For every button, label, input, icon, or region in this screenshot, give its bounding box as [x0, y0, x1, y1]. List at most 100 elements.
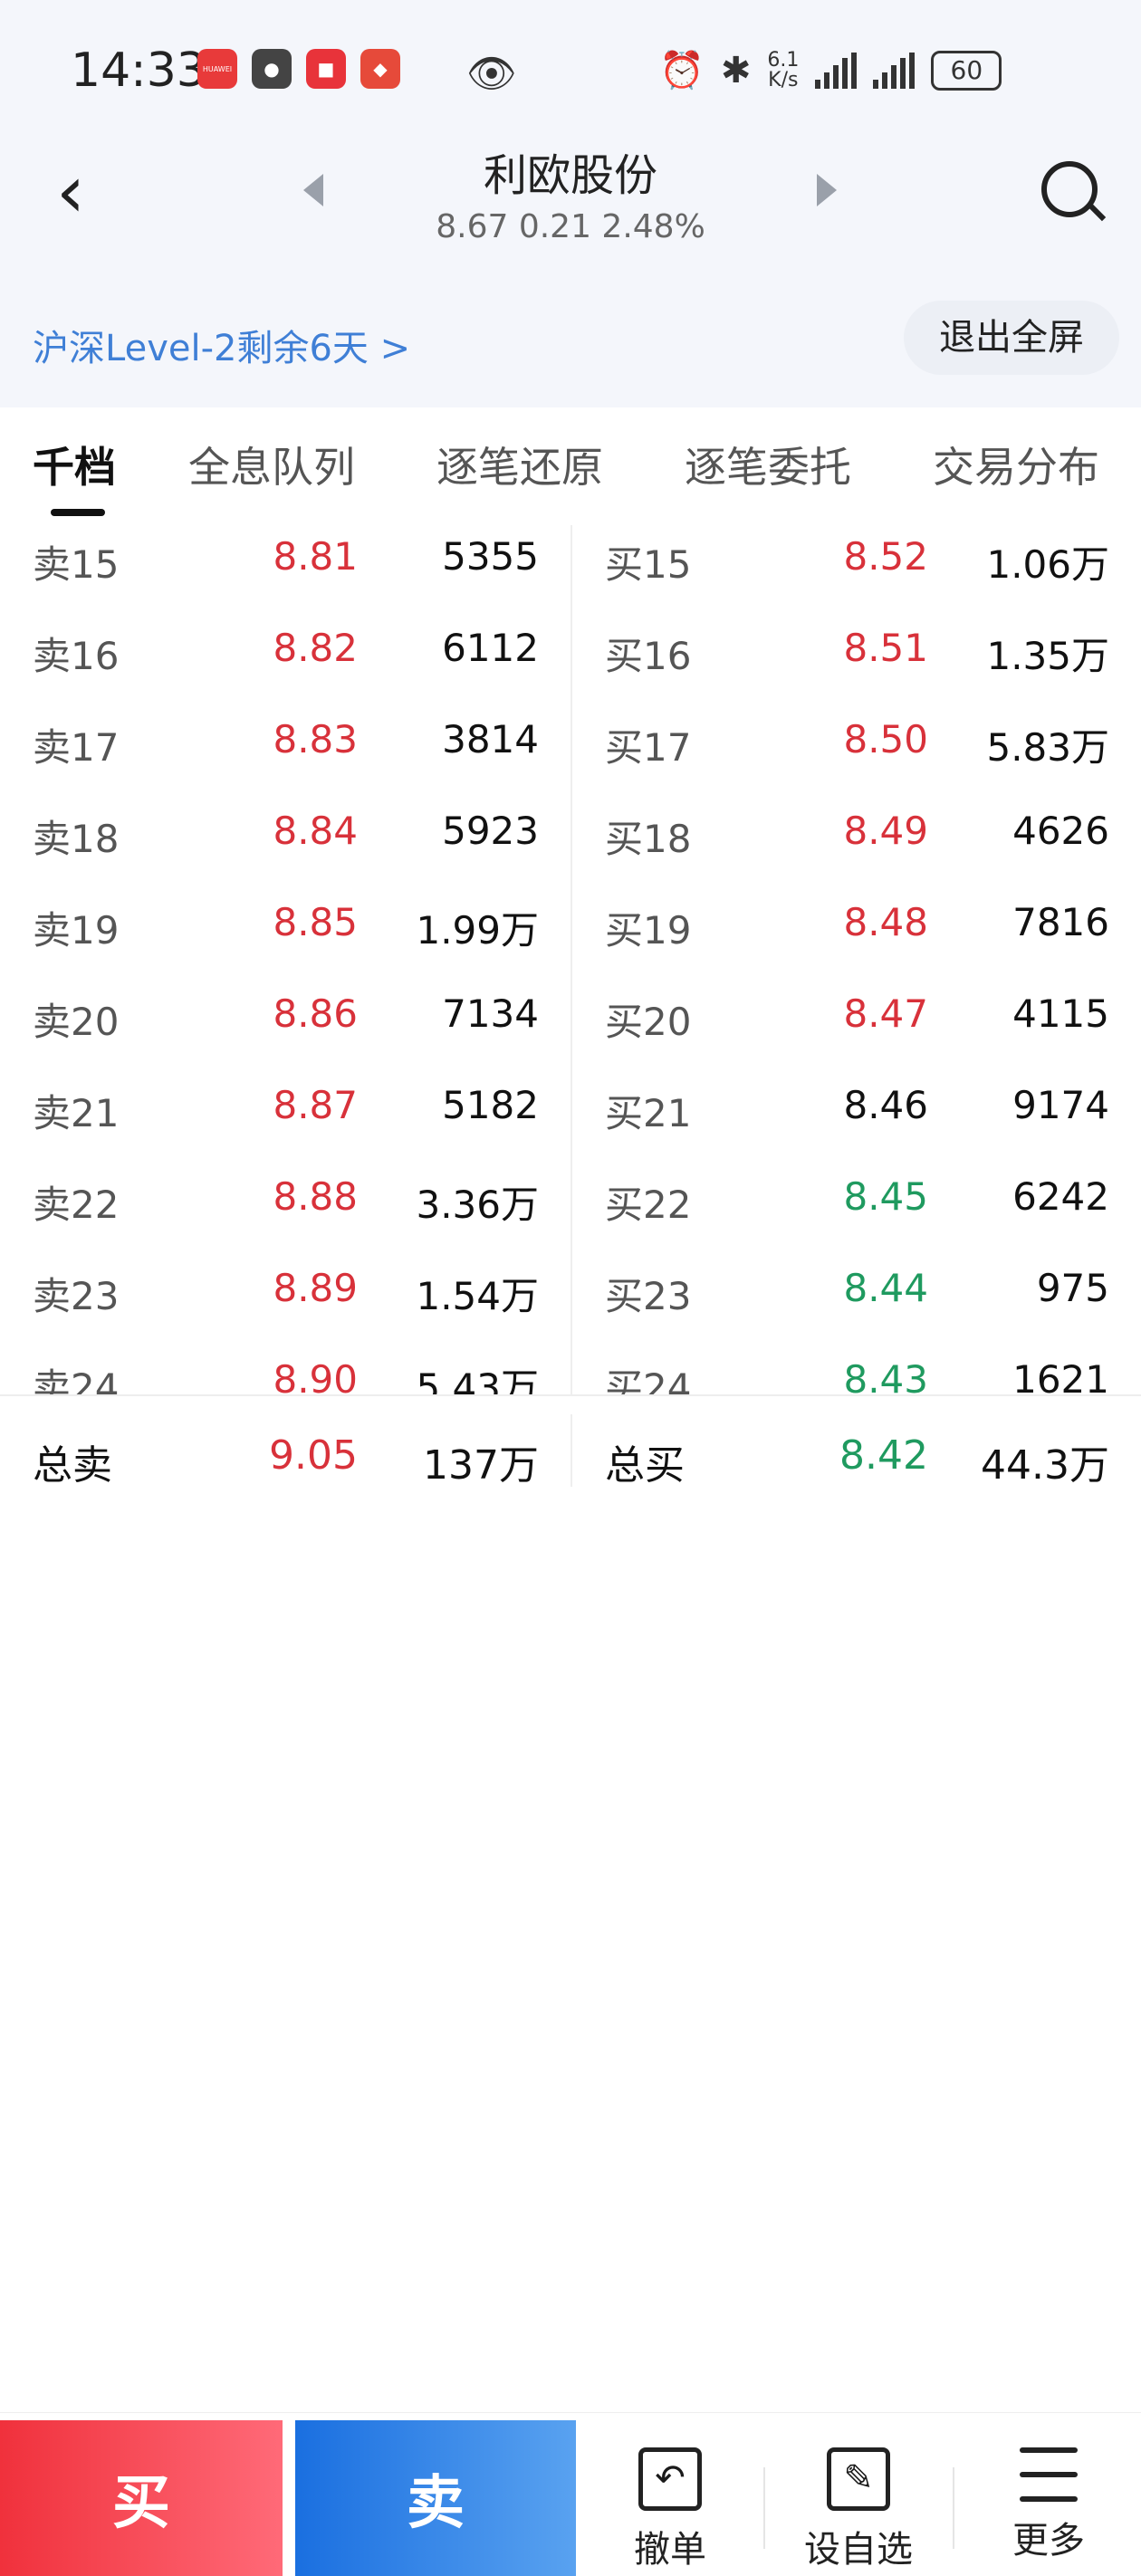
edit-icon: ✎	[827, 2447, 890, 2511]
buy-level-label: 买17	[605, 725, 692, 770]
status-indicators: ⏰ ✱ 6.1 K/s 60	[659, 49, 1002, 91]
buy-price: 8.46	[843, 1083, 928, 1127]
status-time: 14:33	[71, 43, 206, 98]
sell-volume: 5.43万	[416, 1365, 539, 1394]
totals-divider	[570, 1414, 572, 1487]
total-buy-price: 8.42	[839, 1432, 928, 1479]
buy-volume: 6242	[1012, 1174, 1109, 1219]
sell-price: 8.89	[273, 1266, 358, 1310]
back-icon[interactable]: ‹	[56, 149, 85, 234]
buy-volume: 9174	[1012, 1083, 1109, 1127]
order-book-row: 卖18 8.84 5923 买18 8.49 4626	[0, 783, 1141, 875]
tab-qiandang[interactable]: 千档	[33, 443, 116, 492]
sell-price: 8.84	[273, 809, 358, 853]
buy-volume: 7816	[1012, 900, 1109, 944]
add-watchlist-label: 设自选	[804, 2529, 913, 2571]
sell-volume: 5355	[442, 534, 539, 579]
exit-fullscreen-button[interactable]: 退出全屏	[904, 301, 1119, 375]
prev-stock-icon[interactable]	[303, 174, 323, 206]
total-sell-label: 总卖	[33, 1442, 112, 1489]
sell-price: 8.88	[273, 1174, 358, 1219]
app-icon-3: ■	[306, 49, 346, 89]
sell-level-label: 卖15	[33, 542, 120, 587]
bluetooth-icon: ✱	[720, 49, 752, 91]
buy-volume: 4115	[1012, 991, 1109, 1036]
sell-volume: 5182	[442, 1083, 539, 1127]
sell-price: 8.83	[273, 717, 358, 761]
level2-link[interactable]: 沪深Level-2剩余6天 >	[33, 328, 411, 369]
buy-volume: 1621	[1012, 1357, 1109, 1394]
stock-header: ‹ 利欧股份 8.67 0.21 2.48%	[0, 136, 1141, 281]
sell-price: 8.86	[273, 991, 358, 1036]
status-bar: 14:33 HUAWEI ● ■ ◆ 👁 ⏰ ✱ 6.1 K/s 60	[0, 0, 1141, 136]
battery-icon: 60	[931, 50, 1002, 91]
sell-level-label: 卖17	[33, 725, 120, 770]
buy-volume: 1.35万	[986, 634, 1109, 678]
buy-price: 8.47	[843, 991, 928, 1036]
next-stock-icon[interactable]	[817, 174, 837, 206]
buy-level-label: 买23	[605, 1274, 692, 1318]
more-button[interactable]: 更多	[958, 2420, 1139, 2576]
buy-price: 8.45	[843, 1174, 928, 1219]
cell-signal-icon	[873, 52, 916, 89]
net-speed: 6.1 K/s	[767, 48, 800, 91]
add-watchlist-button[interactable]: ✎ 设自选	[768, 2420, 949, 2576]
buy-volume: 1.06万	[986, 542, 1109, 587]
order-book-row: 卖15 8.81 5355 买15 8.52 1.06万	[0, 525, 1141, 600]
tab-zhubi-restore[interactable]: 逐笔还原	[436, 443, 603, 492]
order-book-row: 卖23 8.89 1.54万 买23 8.44 975	[0, 1240, 1141, 1332]
total-sell-volume: 137万	[423, 1442, 539, 1489]
sell-volume: 1.99万	[416, 908, 539, 953]
sell-level-label: 卖21	[33, 1091, 120, 1135]
order-book-row: 卖22 8.88 3.36万 买22 8.45 6242	[0, 1149, 1141, 1240]
order-book-totals: 总卖 9.05 137万 总买 8.42 44.3万	[0, 1394, 1141, 1505]
app-icon-2: ●	[252, 49, 292, 89]
sell-price: 8.85	[273, 900, 358, 944]
buy-price: 8.43	[843, 1357, 928, 1394]
order-book-row: 卖24 8.90 5.43万 买24 8.43 1621	[0, 1332, 1141, 1394]
cancel-order-label: 撤单	[634, 2529, 706, 2571]
buy-level-label: 买22	[605, 1183, 692, 1227]
buy-level-label: 买18	[605, 817, 692, 861]
cancel-order-button[interactable]: ↶ 撤单	[580, 2420, 761, 2576]
buy-price: 8.49	[843, 809, 928, 853]
buy-level-label: 买21	[605, 1091, 692, 1135]
sell-price: 8.82	[273, 626, 358, 670]
sell-price: 8.81	[273, 534, 358, 579]
order-book-row: 卖19 8.85 1.99万 买19 8.48 7816	[0, 875, 1141, 966]
sell-level-label: 卖16	[33, 634, 120, 678]
tab-trade-distribution[interactable]: 交易分布	[933, 443, 1099, 492]
total-buy-volume: 44.3万	[981, 1442, 1109, 1489]
search-icon[interactable]	[1041, 161, 1098, 217]
active-tab-indicator	[51, 509, 105, 516]
tab-bar: 千档 全息队列 逐笔还原 逐笔委托 交易分布	[0, 407, 1141, 525]
buy-level-label: 买15	[605, 542, 692, 587]
huawei-store-icon: HUAWEI	[197, 49, 237, 89]
buy-price: 8.48	[843, 900, 928, 944]
stock-name: 利欧股份	[483, 150, 657, 201]
buy-price: 8.51	[843, 626, 928, 670]
sell-volume: 5923	[442, 809, 539, 853]
buy-volume: 4626	[1012, 809, 1109, 853]
sell-level-label: 卖20	[33, 1000, 120, 1044]
buy-volume: 5.83万	[986, 725, 1109, 770]
sell-volume: 3.36万	[416, 1183, 539, 1227]
buy-price: 8.52	[843, 534, 928, 579]
order-book-row: 卖17 8.83 3814 买17 8.50 5.83万	[0, 692, 1141, 783]
sell-volume: 6112	[442, 626, 539, 670]
buy-level-label: 买16	[605, 634, 692, 678]
order-book-row: 卖20 8.86 7134 买20 8.47 4115	[0, 966, 1141, 1058]
level2-bar: 沪深Level-2剩余6天 > 退出全屏	[0, 281, 1141, 409]
sell-price: 8.87	[273, 1083, 358, 1127]
buy-level-label: 买24	[605, 1365, 692, 1394]
sell-button[interactable]: 卖	[295, 2420, 576, 2576]
total-buy-label: 总买	[605, 1442, 685, 1489]
menu-icon	[1020, 2447, 1078, 2502]
tab-quanxi-queue[interactable]: 全息队列	[188, 443, 355, 492]
empty-area	[0, 1503, 1141, 2412]
buy-button[interactable]: 买	[0, 2420, 283, 2576]
tab-zhubi-orders[interactable]: 逐笔委托	[685, 443, 851, 492]
order-book-row: 卖21 8.87 5182 买21 8.46 9174	[0, 1058, 1141, 1149]
buy-level-label: 买19	[605, 908, 692, 953]
order-book-divider	[570, 525, 572, 1394]
